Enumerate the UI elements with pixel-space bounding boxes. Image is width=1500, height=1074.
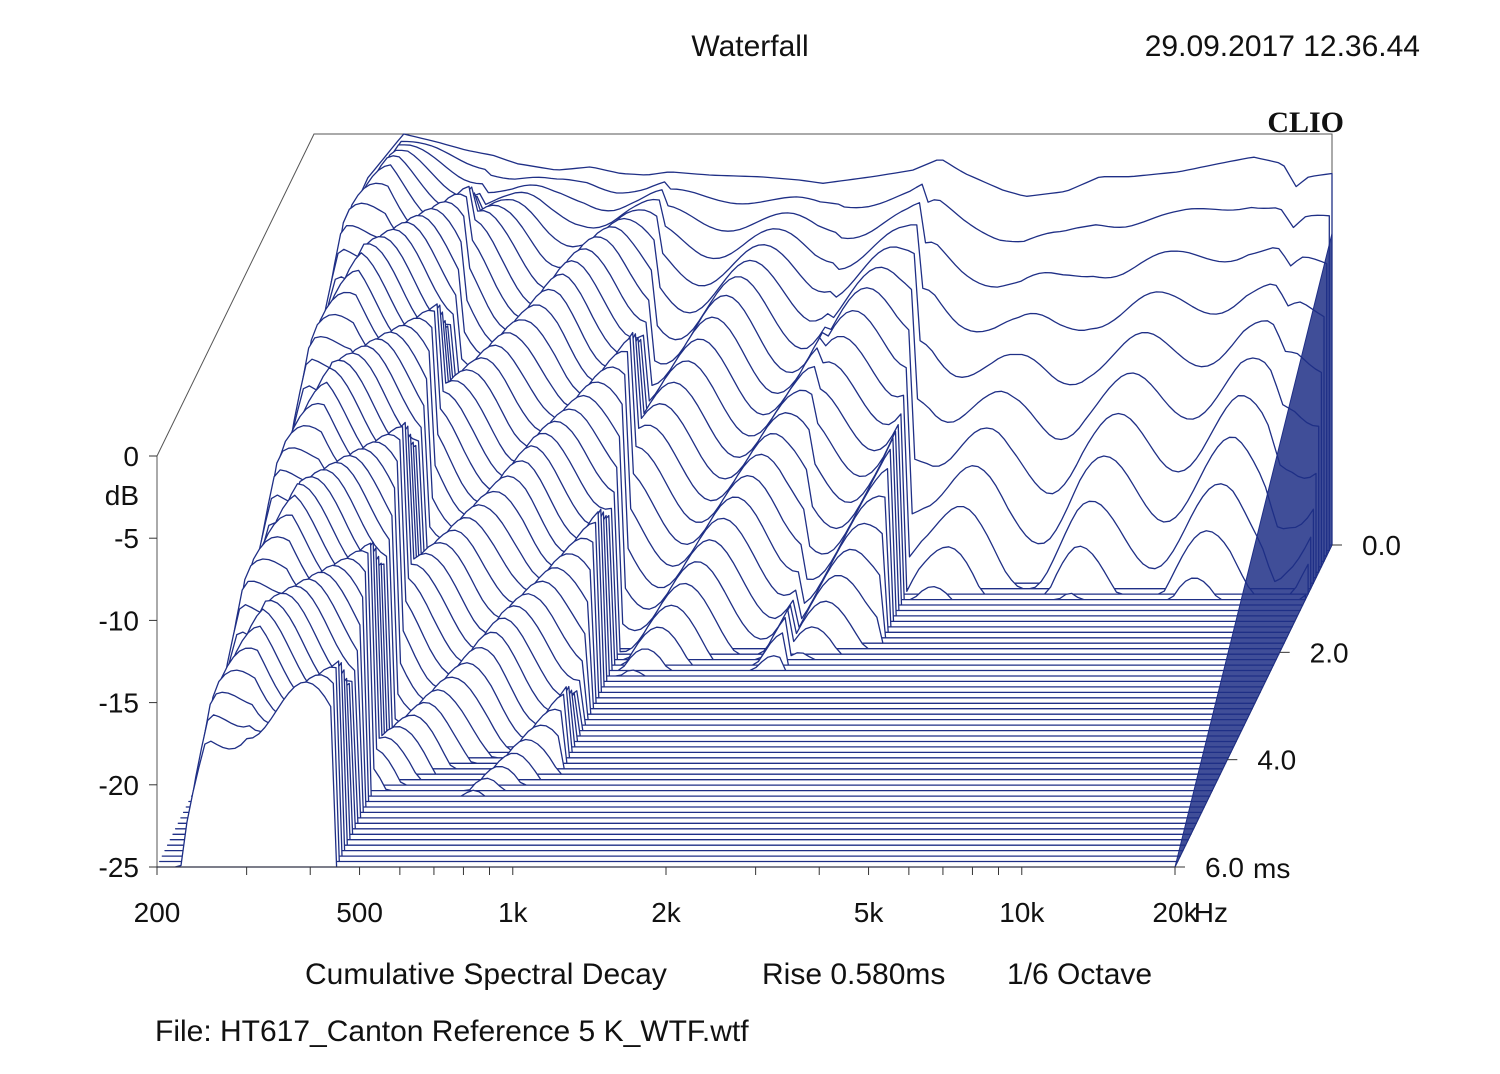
y-tick-label: -15 <box>99 688 139 719</box>
analysis-label: Cumulative Spectral Decay <box>305 958 667 991</box>
z-axis: 0.0 2.0 4.0 6.0 <box>1175 530 1401 883</box>
brand-logo: CLIO <box>1267 106 1344 139</box>
timestamp: 29.09.2017 12.36.44 <box>1145 30 1420 63</box>
chart-title: Waterfall <box>691 30 808 63</box>
z-tick-label: 6.0 <box>1205 852 1244 883</box>
y-tick-label: 0 <box>123 441 139 472</box>
smoothing-label: 1/6 Octave <box>1007 958 1152 991</box>
x-tick-label: 500 <box>336 897 383 928</box>
y-axis: 0 -5 -10 -15 -20 -25 <box>99 441 157 883</box>
waterfall-side-edge <box>1174 233 1333 868</box>
x-axis-unit: Hz <box>1194 897 1228 928</box>
y-axis-unit: dB <box>105 480 139 511</box>
y-tick-label: -25 <box>99 852 139 883</box>
file-label: File: HT617_Canton Reference 5 K_WTF.wtf <box>155 1015 749 1048</box>
x-tick-label: 20k <box>1152 897 1198 928</box>
x-tick-label: 1k <box>498 897 529 928</box>
z-axis-unit: ms <box>1253 853 1290 884</box>
x-tick-label: 2k <box>651 897 682 928</box>
x-tick-label: 10k <box>999 897 1045 928</box>
z-tick-label: 2.0 <box>1310 637 1349 668</box>
y-tick-label: -20 <box>99 770 139 801</box>
rise-label: Rise 0.580ms <box>762 958 945 991</box>
waterfall-surface <box>156 133 1333 868</box>
y-tick-label: -5 <box>114 523 139 554</box>
decay-slice <box>214 461 1235 748</box>
x-axis: 200 500 1k 2k 5k 10k 20k <box>134 866 1199 928</box>
z-tick-label: 0.0 <box>1362 530 1401 561</box>
y-tick-label: -10 <box>99 605 139 636</box>
x-tick-label: 200 <box>134 897 181 928</box>
x-tick-label: 5k <box>854 897 885 928</box>
z-tick-label: 4.0 <box>1257 745 1296 776</box>
